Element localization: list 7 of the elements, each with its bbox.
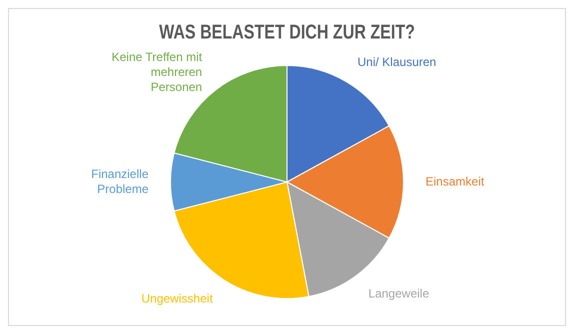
slice-label: Uni/ Klausuren xyxy=(358,55,436,70)
slice-label: Langeweile xyxy=(368,286,430,300)
slice-label: Finanzielle Probleme xyxy=(91,166,149,196)
slice-label: Ungewissheit xyxy=(141,291,214,306)
chart-title: WAS BELASTET DICH ZUR ZEIT? xyxy=(159,20,415,43)
slice-label: Keine Treffen mit mehreren Personen xyxy=(112,50,203,94)
slice-label: Einsamkeit xyxy=(426,174,485,188)
